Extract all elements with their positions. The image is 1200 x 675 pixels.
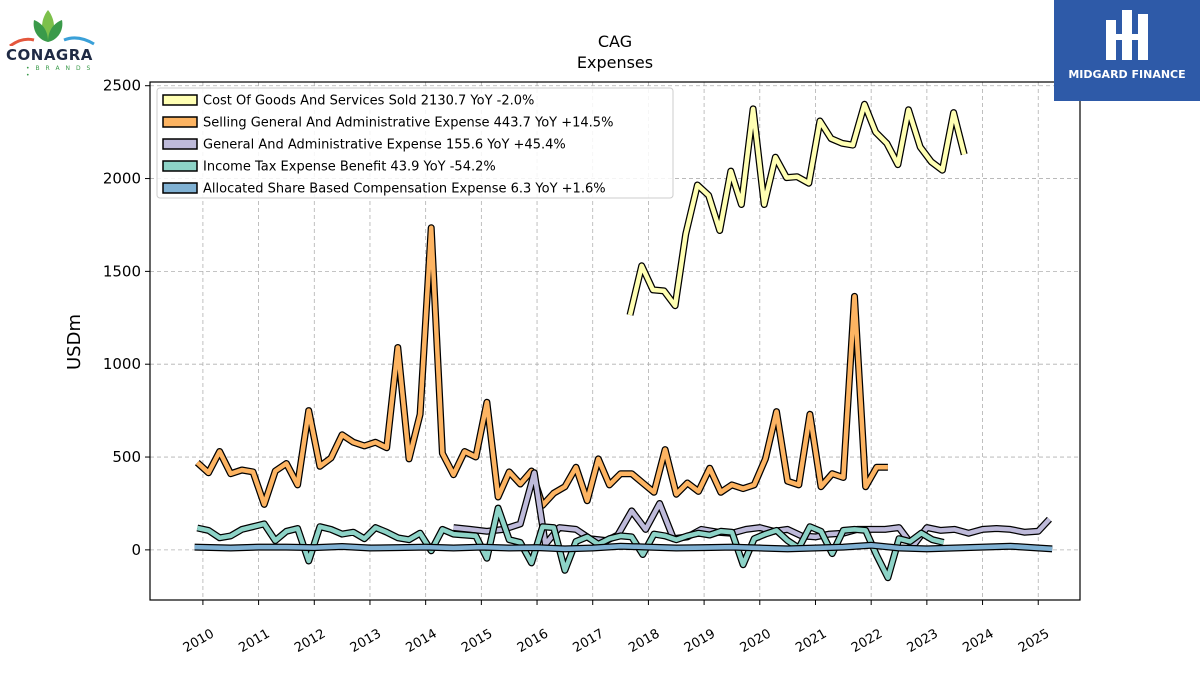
series-line-outline — [196, 504, 945, 582]
series-3 — [196, 504, 945, 582]
x-tick-label: 2010 — [181, 626, 217, 656]
x-tick-label: 2023 — [905, 626, 941, 656]
y-tick-label: 2500 — [103, 77, 141, 95]
legend-entry: Selling General And Administrative Expen… — [203, 116, 613, 131]
x-ticks: 2010 2011 2012 2013 2014 2015 2016 2017 2018 2019… — [181, 600, 1052, 656]
legend-box — [156, 87, 674, 199]
y-tick-label: 1000 — [103, 355, 141, 373]
series-0 — [626, 100, 968, 316]
midgard-wordmark: MIDGARD FINANCE — [1068, 68, 1186, 81]
chart-title: CAG — [598, 32, 632, 51]
conagra-wordmark: CONAGRA — [6, 46, 93, 64]
y-tick-label: 500 — [112, 448, 141, 466]
x-tick-label: 2016 — [515, 626, 551, 656]
y-tick-label: 0 — [131, 541, 141, 559]
series-2 — [453, 469, 1052, 550]
conagra-subtitle: • B R A N D S • — [26, 65, 93, 79]
x-tick-label: 2019 — [682, 626, 718, 656]
x-tick-label: 2013 — [348, 626, 384, 656]
y-axis-label: USDm — [64, 314, 85, 370]
legend-swatch — [162, 182, 198, 194]
series-1 — [194, 224, 888, 509]
series-4 — [194, 541, 1053, 553]
y-tick-label: 2000 — [103, 170, 141, 188]
series-line — [194, 542, 1053, 552]
y-ticks: 0 500 1000 1500 2000 2500 — [103, 77, 150, 559]
legend-swatch — [162, 138, 198, 150]
series-line — [453, 470, 1052, 549]
series-line — [195, 225, 888, 508]
x-tick-label: 2024 — [960, 626, 996, 656]
series-line — [196, 505, 945, 580]
legend-swatch — [162, 116, 198, 128]
x-tick-label: 2012 — [292, 626, 328, 656]
midgard-mark-icon — [1106, 10, 1148, 60]
x-tick-label: 2017 — [571, 626, 607, 656]
x-tick-label: 2011 — [236, 626, 272, 656]
x-tick-label: 2022 — [849, 626, 885, 656]
chart-subtitle: Expenses — [577, 53, 653, 72]
series-lines — [194, 100, 1053, 582]
legend-entry: Cost Of Goods And Services Sold 2130.7 Y… — [203, 94, 534, 109]
x-tick-label: 2020 — [738, 626, 774, 656]
midgard-finance-logo: MIDGARD FINANCE — [1054, 0, 1200, 101]
x-tick-label: 2025 — [1016, 626, 1052, 656]
legend-swatch — [162, 94, 198, 106]
legend-entry: Allocated Share Based Compensation Expen… — [203, 182, 606, 197]
legend: Cost Of Goods And Services Sold 2130.7 Y… — [156, 87, 674, 199]
y-tick-label: 1500 — [103, 262, 141, 280]
series-line — [627, 102, 967, 316]
legend-swatch — [162, 160, 198, 172]
conagra-logo: CONAGRA • B R A N D S • — [4, 6, 100, 79]
x-tick-label: 2015 — [459, 626, 495, 656]
x-tick-label: 2021 — [793, 626, 829, 656]
legend-entry: Income Tax Expense Benefit 43.9 YoY -54.… — [203, 160, 496, 175]
legend-entry: General And Administrative Expense 155.6… — [203, 138, 566, 153]
x-tick-label: 2014 — [403, 626, 439, 656]
x-tick-label: 2018 — [626, 626, 662, 656]
conagra-leaf-icon — [9, 10, 95, 48]
plot-frame — [149, 81, 1081, 601]
